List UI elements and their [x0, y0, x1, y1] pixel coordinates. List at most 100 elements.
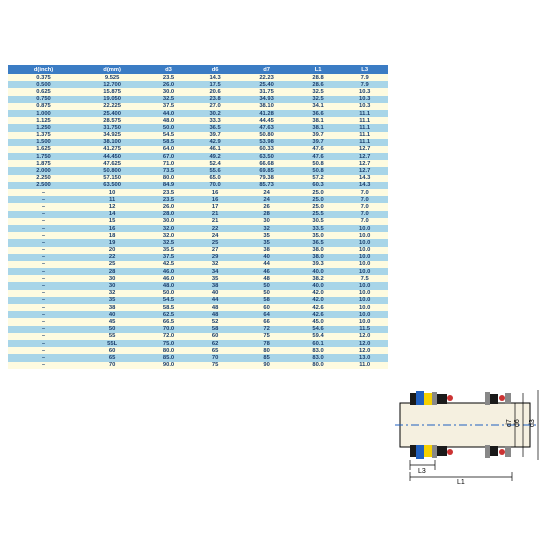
- cell: 2.500: [8, 182, 79, 189]
- cell: 1.625: [8, 146, 79, 153]
- cell: 1.375: [8, 132, 79, 139]
- cell: –: [8, 318, 79, 325]
- cell: 1.875: [8, 160, 79, 167]
- cell: 90.0: [145, 362, 192, 369]
- cell: 75: [192, 362, 239, 369]
- cell: 12: [79, 203, 145, 210]
- cell: 75: [238, 333, 294, 340]
- cell: 80.0: [145, 175, 192, 182]
- cell: 28.0: [145, 211, 192, 218]
- cell: 50.8: [295, 160, 342, 167]
- table-row: 1.00025.40044.030.241.2836.611.1: [8, 110, 388, 117]
- col-header: d(inch): [8, 65, 79, 74]
- label-L1: L1: [457, 479, 465, 485]
- cell: 10.3: [341, 88, 388, 95]
- cell: 47.6: [295, 153, 342, 160]
- cell: 9.525: [79, 74, 145, 81]
- cell: 19.050: [79, 96, 145, 103]
- table-row: 2.00050.80073.555.669.8550.812.7: [8, 167, 388, 174]
- cell: 10.0: [341, 297, 388, 304]
- cell: 55L: [79, 340, 145, 347]
- cell: 27: [192, 247, 239, 254]
- cell: 42.6: [295, 304, 342, 311]
- cell: 48: [192, 311, 239, 318]
- cell: 24: [238, 196, 294, 203]
- cell: –: [8, 282, 79, 289]
- cell: 66: [238, 318, 294, 325]
- cell: 55.6: [192, 167, 239, 174]
- cell: 80.0: [145, 347, 192, 354]
- cell: 46.1: [192, 146, 239, 153]
- seal-diagram: d7 d6 d3 L3 L1: [390, 365, 545, 485]
- cell: 20: [79, 247, 145, 254]
- cell: 7.0: [341, 203, 388, 210]
- cell: 7.0: [341, 196, 388, 203]
- cell: 7.5: [341, 275, 388, 282]
- cell: 84.9: [145, 182, 192, 189]
- cell: 14.3: [341, 182, 388, 189]
- cell: 65.0: [192, 175, 239, 182]
- cell: 11.1: [341, 139, 388, 146]
- cell: 32: [238, 225, 294, 232]
- col-header: d6: [192, 65, 239, 74]
- table-row: 1.50038.10058.542.953.9839.711.1: [8, 139, 388, 146]
- cell: 90: [238, 362, 294, 369]
- cell: 12.7: [341, 160, 388, 167]
- cell: 63.500: [79, 182, 145, 189]
- cell: 10.0: [341, 304, 388, 311]
- cell: 38.0: [295, 254, 342, 261]
- cell: 70.0: [145, 326, 192, 333]
- cell: 64: [238, 311, 294, 318]
- cell: 32.5: [295, 88, 342, 95]
- cell: 36.5: [192, 124, 239, 131]
- cell: 42.0: [295, 290, 342, 297]
- cell: 18: [79, 232, 145, 239]
- cell: 34.925: [79, 132, 145, 139]
- cell: 35.0: [295, 232, 342, 239]
- cell: 39.7: [295, 139, 342, 146]
- cell: 36.5: [295, 239, 342, 246]
- cell: 10.3: [341, 96, 388, 103]
- cell: 2.000: [8, 167, 79, 174]
- table-row: 0.62515.87530.020.631.7532.510.3: [8, 88, 388, 95]
- cell: 60: [238, 304, 294, 311]
- cell: 31.75: [238, 88, 294, 95]
- cell: 23.8: [192, 96, 239, 103]
- cell: 22.23: [238, 74, 294, 81]
- cell: 42.0: [295, 297, 342, 304]
- cell: 44: [238, 261, 294, 268]
- cell: 58: [192, 326, 239, 333]
- cell: 10.0: [341, 239, 388, 246]
- col-header: d3: [145, 65, 192, 74]
- cell: 71.0: [145, 160, 192, 167]
- cell: 12.700: [79, 81, 145, 88]
- cell: 14.3: [192, 74, 239, 81]
- cell: 1.000: [8, 110, 79, 117]
- cell: 38.10: [238, 103, 294, 110]
- cell: 44.45: [238, 117, 294, 124]
- cell: 16: [192, 189, 239, 196]
- table-row: –4566.5526645.010.0: [8, 318, 388, 325]
- cell: 28.8: [295, 74, 342, 81]
- cell: 58.5: [145, 304, 192, 311]
- cell: 0.750: [8, 96, 79, 103]
- cell: 7.0: [341, 218, 388, 225]
- table-row: –3048.0385040.010.0: [8, 282, 388, 289]
- cell: 32.0: [145, 225, 192, 232]
- cell: 10.3: [341, 103, 388, 110]
- cell: 11: [79, 196, 145, 203]
- cell: 13.0: [341, 354, 388, 361]
- col-header: d(mm): [79, 65, 145, 74]
- cell: –: [8, 232, 79, 239]
- cell: 55: [79, 333, 145, 340]
- cell: 54.6: [295, 326, 342, 333]
- cell: 17.5: [192, 81, 239, 88]
- cell: 35: [238, 239, 294, 246]
- cell: 32.5: [295, 96, 342, 103]
- cell: 22: [192, 225, 239, 232]
- cell: 72.0: [145, 333, 192, 340]
- cell: 35: [79, 297, 145, 304]
- cell: 65: [192, 347, 239, 354]
- cell: 47.625: [79, 160, 145, 167]
- cell: 83.0: [295, 347, 342, 354]
